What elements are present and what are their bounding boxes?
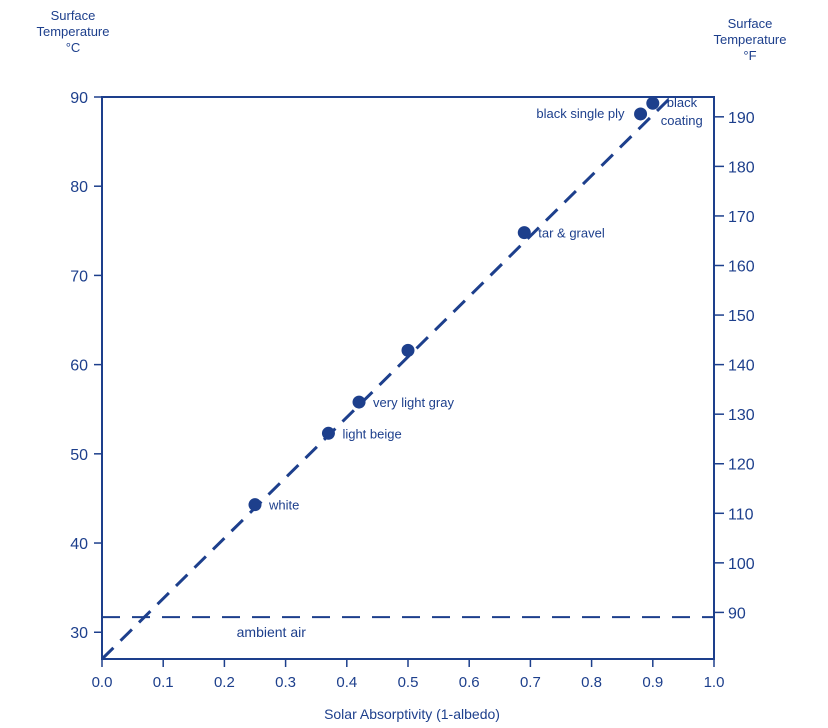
data-point-label: black xyxy=(667,95,698,110)
y-tick-label: 90 xyxy=(70,90,88,107)
y-right-tick-label: 190 xyxy=(728,110,755,127)
data-point xyxy=(352,395,366,409)
x-tick-label: 0.2 xyxy=(214,674,235,691)
x-tick-label: 1.0 xyxy=(704,674,725,691)
y-right-tick-label: 130 xyxy=(728,407,755,424)
chart-lines: ambient air xyxy=(100,95,714,661)
data-point xyxy=(321,426,335,440)
data-point xyxy=(634,107,648,121)
data-points: white light beige very light gray tar & gra… xyxy=(248,95,703,513)
y-right-tick-label: 160 xyxy=(728,259,755,276)
y-tick-label: 70 xyxy=(70,268,88,285)
data-point-label: white xyxy=(268,498,299,513)
x-tick-label: 0.9 xyxy=(642,674,663,691)
left-axis-title-line2: Temperature xyxy=(36,24,110,39)
x-tick-label: 0.6 xyxy=(459,674,480,691)
x-tick-label: 0.7 xyxy=(520,674,541,691)
y-right-tick-label: 140 xyxy=(728,358,755,375)
data-point xyxy=(646,96,660,110)
y-axis-ticks: 30 40 50 60 70 80 90 xyxy=(70,90,102,642)
plot-area-border xyxy=(101,96,715,660)
ambient-air-label: ambient air xyxy=(237,624,307,640)
data-point xyxy=(248,498,262,512)
y-right-tick-label: 90 xyxy=(728,605,746,622)
x-tick-label: 0.8 xyxy=(581,674,602,691)
x-tick-label: 0.0 xyxy=(92,674,113,691)
y-tick-label: 50 xyxy=(70,447,88,464)
data-point-label: light beige xyxy=(342,426,401,441)
y-right-tick-label: 110 xyxy=(728,506,754,523)
x-tick-label: 0.4 xyxy=(336,674,357,691)
y-right-tick-label: 150 xyxy=(728,308,755,325)
y-tick-label: 60 xyxy=(70,358,88,375)
y-right-tick-label: 120 xyxy=(728,457,755,474)
right-axis-title-line2: Temperature xyxy=(713,32,787,47)
data-point-label: very light gray xyxy=(373,395,454,410)
y-axis-right-ticks: 90 100 110 120 130 140 150 160 170 180 190 xyxy=(714,110,755,622)
y-right-tick-label: 100 xyxy=(728,556,755,573)
plot-frame xyxy=(101,96,715,660)
data-point-label: black single ply xyxy=(536,106,625,121)
right-axis-title-line3: °F xyxy=(743,48,757,63)
y-right-tick-label: 170 xyxy=(728,209,755,226)
trend-line xyxy=(100,95,673,661)
x-tick-label: 0.3 xyxy=(275,674,296,691)
y-right-tick-label: 180 xyxy=(728,159,755,176)
x-tick-label: 0.1 xyxy=(153,674,174,691)
left-axis-title: Surface Temperature °C xyxy=(18,8,128,56)
left-axis-title-line1: Surface xyxy=(50,8,96,23)
x-tick-label: 0.5 xyxy=(398,674,419,691)
right-axis-title: Surface Temperature °F xyxy=(690,16,810,64)
x-axis-ticks: 0.0 0.1 0.2 0.3 0.4 0.5 0.6 0.7 0.8 0.9 1.0 xyxy=(92,659,725,691)
y-tick-label: 80 xyxy=(70,179,88,196)
data-point xyxy=(517,226,531,240)
y-tick-label: 30 xyxy=(70,625,88,642)
data-point-label: tar & gravel xyxy=(538,226,605,241)
y-tick-label: 40 xyxy=(70,536,88,553)
data-point xyxy=(401,343,415,357)
x-axis-label: Solar Absorptivity (1-albedo) xyxy=(324,706,500,722)
right-axis-title-line1: Surface xyxy=(727,16,773,31)
left-axis-title-line3: °C xyxy=(65,40,81,55)
data-point-label-line2: coating xyxy=(661,113,703,128)
